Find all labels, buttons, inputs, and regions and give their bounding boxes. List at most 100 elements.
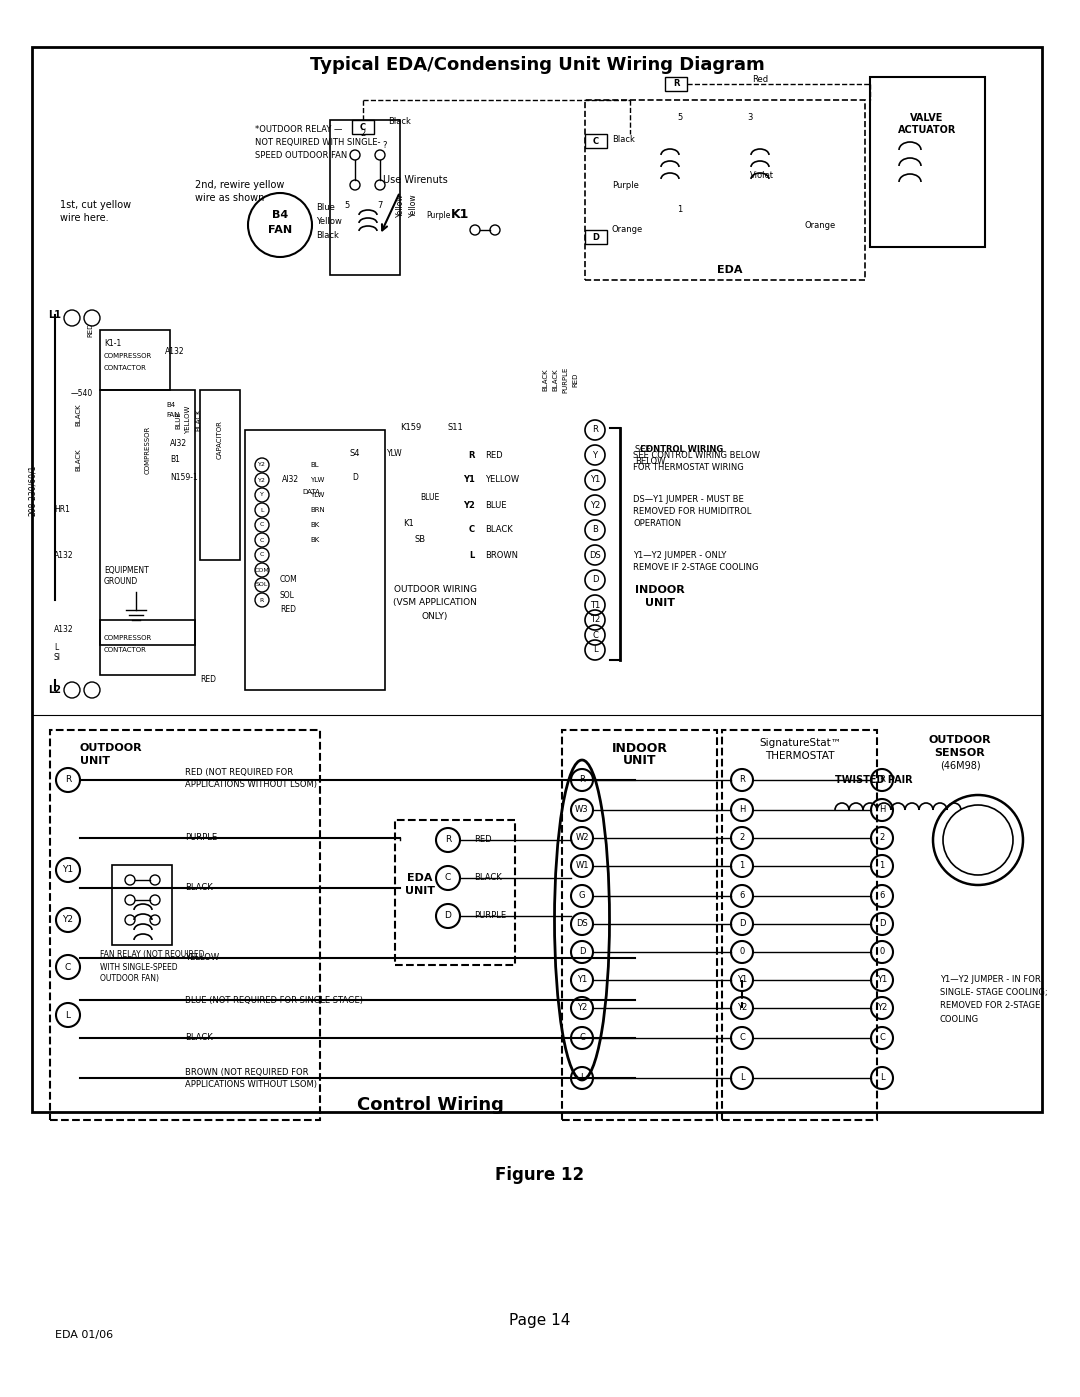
Text: D: D xyxy=(739,919,745,929)
Text: 5: 5 xyxy=(677,113,683,123)
Text: wire as shown: wire as shown xyxy=(195,193,265,203)
Text: L: L xyxy=(593,645,597,655)
Text: Y1: Y1 xyxy=(737,975,747,985)
Text: REMOVE IF 2-STAGE COOLING: REMOVE IF 2-STAGE COOLING xyxy=(633,563,758,571)
Text: C: C xyxy=(593,137,599,145)
Text: OUTDOOR WIRING: OUTDOOR WIRING xyxy=(393,585,476,595)
Text: BLUE (NOT REQUIRED FOR SINGLE STAGE): BLUE (NOT REQUIRED FOR SINGLE STAGE) xyxy=(185,996,363,1004)
Bar xyxy=(723,731,877,1120)
Text: CONTACTOR: CONTACTOR xyxy=(104,647,147,652)
Text: Figure 12: Figure 12 xyxy=(496,1166,584,1185)
Bar xyxy=(245,430,384,690)
Text: AI32: AI32 xyxy=(282,475,298,485)
Text: YELLOW: YELLOW xyxy=(485,475,519,485)
Text: Control Wiring: Control Wiring xyxy=(356,1097,503,1113)
Text: CAPACITOR: CAPACITOR xyxy=(217,420,222,460)
Text: FOR THERMOSTAT WIRING: FOR THERMOSTAT WIRING xyxy=(633,462,744,472)
Text: 5: 5 xyxy=(345,201,350,210)
Text: COMPRESSOR: COMPRESSOR xyxy=(104,353,152,359)
Text: 0: 0 xyxy=(879,947,885,957)
Text: Y1: Y1 xyxy=(590,475,600,485)
Text: Red: Red xyxy=(752,75,768,84)
Text: L: L xyxy=(880,1073,885,1083)
Text: C: C xyxy=(360,123,366,131)
Text: L1: L1 xyxy=(48,310,60,320)
Text: L: L xyxy=(470,550,475,560)
Text: COOLING: COOLING xyxy=(940,1014,980,1024)
Text: Black: Black xyxy=(316,232,339,240)
Text: 1: 1 xyxy=(677,205,683,215)
Text: SOL: SOL xyxy=(280,591,295,599)
Text: K1: K1 xyxy=(450,208,469,222)
Text: BLACK: BLACK xyxy=(485,525,513,535)
Text: YELLOW: YELLOW xyxy=(185,954,219,963)
Text: 6: 6 xyxy=(879,891,885,901)
Text: Purple: Purple xyxy=(612,180,639,190)
Text: D: D xyxy=(445,911,451,921)
Text: PURPLE: PURPLE xyxy=(474,911,507,921)
Text: C: C xyxy=(739,1034,745,1042)
Text: R: R xyxy=(592,426,598,434)
Text: Y2: Y2 xyxy=(63,915,73,925)
Text: RED: RED xyxy=(200,676,216,685)
Text: H: H xyxy=(739,806,745,814)
Text: Typical EDA/Condensing Unit Wiring Diagram: Typical EDA/Condensing Unit Wiring Diagr… xyxy=(310,56,765,74)
Text: Y2: Y2 xyxy=(258,462,266,468)
Text: Blue: Blue xyxy=(316,204,335,212)
Text: BLUE: BLUE xyxy=(485,500,507,510)
Text: R: R xyxy=(445,835,451,845)
Text: 1: 1 xyxy=(740,862,744,870)
Text: BLACK: BLACK xyxy=(542,369,548,391)
Text: BLACK: BLACK xyxy=(185,883,213,893)
Text: UNIT: UNIT xyxy=(623,754,657,767)
Text: SI: SI xyxy=(54,654,60,662)
Text: OPERATION: OPERATION xyxy=(633,520,681,528)
Bar xyxy=(32,47,1042,1112)
Text: BLACK: BLACK xyxy=(75,404,81,426)
Text: Y2: Y2 xyxy=(577,1003,588,1013)
Bar xyxy=(395,820,515,965)
Text: K159: K159 xyxy=(400,423,421,433)
Text: A132: A132 xyxy=(165,348,185,356)
Text: RED: RED xyxy=(572,373,578,387)
Text: D: D xyxy=(593,232,599,242)
Text: C: C xyxy=(260,552,265,557)
Text: INDOOR: INDOOR xyxy=(612,742,669,754)
Text: Black: Black xyxy=(612,136,635,144)
Text: OUTDOOR: OUTDOOR xyxy=(80,743,143,753)
Text: C: C xyxy=(260,538,265,542)
Text: wire here.: wire here. xyxy=(60,212,109,224)
Text: APPLICATIONS WITHOUT LSOM): APPLICATIONS WITHOUT LSOM) xyxy=(185,781,318,789)
Text: A132: A132 xyxy=(54,626,73,634)
Text: D: D xyxy=(592,576,598,584)
Text: CONTACTOR: CONTACTOR xyxy=(104,365,147,372)
Bar xyxy=(200,390,240,560)
Text: W2: W2 xyxy=(576,834,589,842)
Text: SEE CONTROL WIRING BELOW: SEE CONTROL WIRING BELOW xyxy=(633,450,760,460)
Text: R: R xyxy=(673,80,679,88)
Text: GROUND: GROUND xyxy=(104,577,138,587)
Text: YLW: YLW xyxy=(388,448,403,457)
Bar xyxy=(100,620,195,675)
Text: 1: 1 xyxy=(879,862,885,870)
Text: R: R xyxy=(65,775,71,785)
Text: 6: 6 xyxy=(740,891,745,901)
Text: ONLY): ONLY) xyxy=(422,612,448,620)
Text: BK: BK xyxy=(310,536,320,543)
Text: D: D xyxy=(879,919,886,929)
Text: UNIT: UNIT xyxy=(80,756,110,766)
Text: RED: RED xyxy=(474,835,491,845)
Text: R: R xyxy=(260,598,265,602)
Text: R: R xyxy=(579,775,585,785)
Text: ACTUATOR: ACTUATOR xyxy=(897,124,956,136)
Text: R: R xyxy=(879,775,885,785)
Text: 2nd, rewire yellow: 2nd, rewire yellow xyxy=(195,180,284,190)
Text: C: C xyxy=(469,525,475,535)
Bar xyxy=(112,865,172,944)
Text: Y2: Y2 xyxy=(877,1003,887,1013)
Bar xyxy=(562,731,717,1120)
Text: BRN: BRN xyxy=(310,507,325,513)
Text: S11: S11 xyxy=(448,423,463,433)
Text: Y2: Y2 xyxy=(463,500,475,510)
Text: PURPLE: PURPLE xyxy=(562,367,568,393)
